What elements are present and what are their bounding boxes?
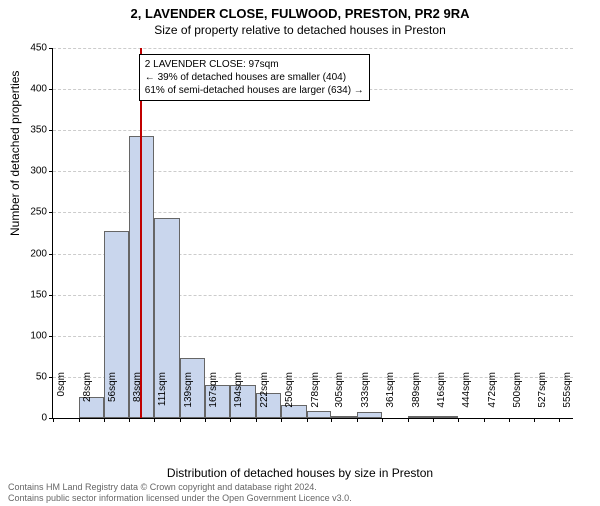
xtick-mark: [281, 418, 282, 422]
ytick-label: 150: [17, 289, 47, 300]
annotation-line: ← 39% of detached houses are smaller (40…: [145, 71, 364, 84]
ytick-mark: [49, 254, 53, 255]
gridline-h: [53, 48, 573, 49]
xtick-label: 333sqm: [360, 372, 371, 422]
xtick-mark: [307, 418, 308, 422]
xtick-mark: [534, 418, 535, 422]
ytick-label: 300: [17, 166, 47, 177]
xtick-mark: [433, 418, 434, 422]
xtick-mark: [331, 418, 332, 422]
ytick-label: 200: [17, 248, 47, 259]
xtick-label: 0sqm: [56, 372, 67, 422]
ytick-mark: [49, 212, 53, 213]
ytick-mark: [49, 171, 53, 172]
footer-line1: Contains HM Land Registry data © Crown c…: [8, 482, 352, 493]
xtick-label: 28sqm: [82, 372, 93, 422]
ytick-mark: [49, 130, 53, 131]
xtick-label: 278sqm: [310, 372, 321, 422]
xtick-mark: [104, 418, 105, 422]
xtick-mark: [256, 418, 257, 422]
plot-region: 0501001502002503003504004500sqm28sqm56sq…: [52, 48, 573, 419]
xtick-mark: [357, 418, 358, 422]
annotation-line: 2 LAVENDER CLOSE: 97sqm: [145, 58, 364, 71]
xtick-mark: [408, 418, 409, 422]
annotation-box: 2 LAVENDER CLOSE: 97sqm← 39% of detached…: [139, 54, 370, 101]
page-title-line1: 2, LAVENDER CLOSE, FULWOOD, PRESTON, PR2…: [0, 6, 600, 21]
ytick-label: 50: [17, 371, 47, 382]
xtick-label: 361sqm: [385, 372, 396, 422]
ytick-label: 450: [17, 43, 47, 54]
xtick-label: 444sqm: [461, 372, 472, 422]
ytick-label: 400: [17, 84, 47, 95]
xtick-mark: [458, 418, 459, 422]
ytick-label: 350: [17, 125, 47, 136]
ytick-mark: [49, 377, 53, 378]
xtick-label: 139sqm: [183, 372, 194, 422]
ytick-mark: [49, 89, 53, 90]
xtick-label: 250sqm: [284, 372, 295, 422]
xtick-label: 194sqm: [233, 372, 244, 422]
marker-line: [140, 48, 142, 418]
xtick-mark: [53, 418, 54, 422]
xtick-mark: [79, 418, 80, 422]
xtick-label: 111sqm: [157, 372, 168, 422]
xtick-label: 56sqm: [107, 372, 118, 422]
xtick-label: 555sqm: [562, 372, 573, 422]
xtick-label: 167sqm: [208, 372, 219, 422]
page-title-line2: Size of property relative to detached ho…: [0, 23, 600, 37]
xtick-label: 527sqm: [537, 372, 548, 422]
xtick-label: 416sqm: [436, 372, 447, 422]
chart-area: 0501001502002503003504004500sqm28sqm56sq…: [52, 48, 572, 418]
ytick-label: 100: [17, 330, 47, 341]
ytick-mark: [49, 336, 53, 337]
xtick-mark: [154, 418, 155, 422]
xtick-label: 472sqm: [487, 372, 498, 422]
ytick-label: 250: [17, 207, 47, 218]
xtick-mark: [484, 418, 485, 422]
x-axis-label: Distribution of detached houses by size …: [0, 466, 600, 480]
ytick-label: 0: [17, 413, 47, 424]
footer-attribution: Contains HM Land Registry data © Crown c…: [8, 482, 352, 504]
xtick-mark: [559, 418, 560, 422]
gridline-h: [53, 130, 573, 131]
xtick-label: 222sqm: [259, 372, 270, 422]
xtick-label: 389sqm: [411, 372, 422, 422]
xtick-mark: [129, 418, 130, 422]
xtick-mark: [180, 418, 181, 422]
xtick-label: 500sqm: [512, 372, 523, 422]
xtick-mark: [205, 418, 206, 422]
ytick-mark: [49, 48, 53, 49]
xtick-label: 305sqm: [334, 372, 345, 422]
ytick-mark: [49, 295, 53, 296]
xtick-mark: [230, 418, 231, 422]
footer-line2: Contains public sector information licen…: [8, 493, 352, 504]
xtick-mark: [509, 418, 510, 422]
xtick-mark: [382, 418, 383, 422]
annotation-line: 61% of semi-detached houses are larger (…: [145, 84, 364, 97]
